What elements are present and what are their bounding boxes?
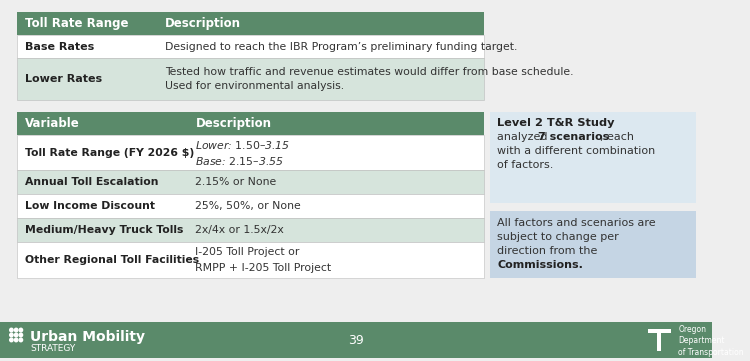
Bar — [17, 194, 484, 218]
Text: analyzed: analyzed — [497, 132, 551, 142]
Text: Description: Description — [165, 17, 241, 30]
Text: , each: , each — [599, 132, 634, 142]
Circle shape — [20, 333, 22, 337]
Text: Variable: Variable — [25, 117, 80, 130]
Text: Oregon
Department
of Transportation: Oregon Department of Transportation — [678, 325, 744, 357]
Bar — [0, 322, 712, 358]
Text: direction from the: direction from the — [497, 246, 598, 256]
Text: 2x/4x or 1.5x/2x: 2x/4x or 1.5x/2x — [196, 225, 284, 235]
Circle shape — [10, 338, 13, 342]
Text: 25%, 50%, or None: 25%, 50%, or None — [196, 201, 302, 211]
Text: Lower: $1.50 – $3.15: Lower: $1.50 – $3.15 — [196, 139, 290, 151]
Circle shape — [20, 338, 22, 342]
Text: I-205 Toll Project or: I-205 Toll Project or — [196, 247, 300, 257]
Text: Annual Toll Escalation: Annual Toll Escalation — [25, 177, 158, 187]
Text: 7 scenarios: 7 scenarios — [538, 132, 609, 142]
Text: Base Rates: Base Rates — [25, 42, 94, 52]
Text: Other Regional Toll Facilities: Other Regional Toll Facilities — [25, 255, 199, 265]
Text: Lower Rates: Lower Rates — [25, 74, 102, 84]
Text: Urban Mobility: Urban Mobility — [30, 330, 146, 344]
Circle shape — [14, 328, 18, 332]
Text: Medium/Heavy Truck Tolls: Medium/Heavy Truck Tolls — [25, 225, 183, 235]
Text: subject to change per: subject to change per — [497, 232, 619, 242]
Text: Description: Description — [196, 117, 272, 130]
Text: Used for environmental analysis.: Used for environmental analysis. — [165, 81, 344, 91]
Text: with a different combination: with a different combination — [497, 145, 656, 156]
Text: All factors and scenarios are: All factors and scenarios are — [497, 218, 656, 228]
Text: Designed to reach the IBR Program’s preliminary funding target.: Designed to reach the IBR Program’s prel… — [165, 42, 518, 52]
Bar — [17, 58, 484, 100]
Circle shape — [10, 333, 13, 337]
Bar — [17, 170, 484, 194]
Bar — [17, 218, 484, 242]
Text: of factors.: of factors. — [497, 160, 554, 170]
Bar — [17, 35, 484, 58]
Circle shape — [10, 328, 13, 332]
Bar — [490, 211, 696, 278]
Text: Tested how traffic and revenue estimates would differ from base schedule.: Tested how traffic and revenue estimates… — [165, 68, 574, 77]
Text: STRATEGY: STRATEGY — [30, 344, 76, 353]
Bar — [17, 12, 484, 35]
Text: Toll Rate Range: Toll Rate Range — [25, 17, 128, 30]
Text: 39: 39 — [348, 334, 364, 347]
Bar — [490, 112, 696, 203]
Text: Base: $2.15 – $3.55: Base: $2.15 – $3.55 — [196, 155, 284, 166]
Text: Commissions.: Commissions. — [497, 260, 583, 270]
Bar — [17, 135, 484, 170]
Bar — [658, 333, 662, 351]
Circle shape — [14, 338, 18, 342]
Bar — [648, 329, 670, 333]
Text: RMPP + I-205 Toll Project: RMPP + I-205 Toll Project — [196, 262, 332, 273]
Text: Low Income Discount: Low Income Discount — [25, 201, 154, 211]
Text: 2.15% or None: 2.15% or None — [196, 177, 277, 187]
Text: Toll Rate Range (FY 2026 $): Toll Rate Range (FY 2026 $) — [25, 148, 194, 158]
Bar — [17, 242, 484, 278]
Circle shape — [20, 328, 22, 332]
Bar — [17, 112, 484, 135]
Text: Level 2 T&R Study: Level 2 T&R Study — [497, 118, 614, 128]
Circle shape — [14, 333, 18, 337]
